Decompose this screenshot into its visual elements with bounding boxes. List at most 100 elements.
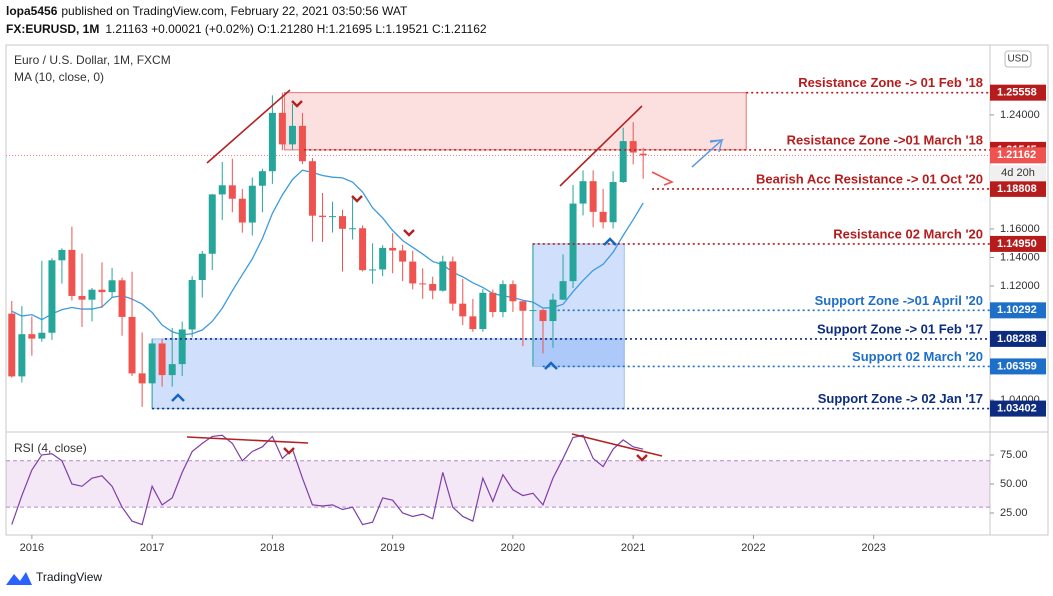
candle-body <box>128 316 136 374</box>
x-tick-label: 2020 <box>501 542 525 554</box>
rsi-y-tick-label: 50.00 <box>1000 478 1028 490</box>
candle-body <box>489 292 497 313</box>
price-label: 1.08288 <box>997 333 1037 345</box>
x-tick-label: 2018 <box>260 542 284 554</box>
candle-body <box>379 247 387 270</box>
candle-body <box>619 141 627 183</box>
last-price-label: 1.21162 <box>997 149 1036 161</box>
plot: 2016 2017 2018 2019 2020 2021 2022 20231.040001… <box>6 75 1046 554</box>
chevron-up <box>544 361 558 370</box>
candle-body <box>509 284 517 302</box>
candle-body <box>198 253 206 280</box>
countdown: 4d 20h <box>1001 167 1035 179</box>
trendlines <box>186 89 674 462</box>
candle-body <box>88 289 96 300</box>
candle-body <box>8 313 16 377</box>
level-annotation: Resistance Zone ->01 March '18 <box>787 132 983 147</box>
trendline <box>186 436 309 444</box>
candle-body <box>389 247 397 251</box>
chevron-down <box>283 447 295 455</box>
candle-body <box>18 334 26 377</box>
candle-body <box>449 261 457 304</box>
candle-body <box>349 228 357 230</box>
price-label-box <box>990 235 1046 252</box>
candle-body <box>28 334 36 339</box>
price-label: 1.06359 <box>997 360 1037 372</box>
price-label: 1.25558 <box>997 87 1037 99</box>
chevron-down <box>636 454 648 462</box>
candle-body <box>539 310 547 322</box>
logo: TradingView <box>6 570 102 585</box>
candle-body <box>188 279 196 330</box>
price-label-box <box>990 330 1046 347</box>
arrow <box>691 139 723 168</box>
price-label: 1.18808 <box>997 183 1037 195</box>
candle-body <box>609 182 617 223</box>
candle-body <box>48 260 56 333</box>
candle-body <box>429 283 437 291</box>
arrow <box>651 171 674 186</box>
candle-body <box>629 141 637 153</box>
candle-body <box>118 280 126 317</box>
chevron-down <box>291 100 303 108</box>
y-tick-label: 1.16000 <box>1000 223 1040 235</box>
candle-body <box>108 280 116 293</box>
trendline <box>571 433 663 457</box>
published: published on TradingView.com, February 2… <box>61 4 408 18</box>
chevron-down <box>403 229 415 237</box>
price-label-box <box>990 302 1046 319</box>
price-label: 1.03402 <box>997 402 1037 414</box>
price-label-box <box>990 84 1046 101</box>
candle-body <box>409 261 417 284</box>
x-tick-label: 2017 <box>140 542 164 554</box>
candle-body <box>569 203 577 282</box>
quote: 1.21163 +0.00021 (+0.02%) O:1.21280 H:1.… <box>105 22 487 36</box>
y-tick-label: 1.12000 <box>1000 280 1040 292</box>
countdown-box <box>990 165 1046 182</box>
trendline <box>559 105 643 187</box>
candle-body <box>369 269 377 271</box>
candle-body <box>439 261 447 291</box>
rsi-line <box>11 434 644 526</box>
x-tick-label: 2023 <box>861 542 885 554</box>
chevron-up <box>603 237 617 246</box>
candle-body <box>499 284 507 313</box>
currency: USD <box>1007 54 1028 65</box>
candle-body <box>308 161 316 216</box>
candle-body <box>148 343 156 384</box>
candle-body <box>329 216 337 218</box>
level-annotation: Bearish Acc Resistance -> 01 Oct '20 <box>756 171 983 186</box>
candle-body <box>639 153 647 156</box>
support-marks <box>171 138 725 402</box>
candle-body <box>278 112 286 145</box>
candle-body <box>419 283 427 285</box>
brand: TradingView <box>36 570 102 584</box>
ma-line <box>11 169 644 336</box>
candle-body <box>38 332 46 339</box>
symbol: FX:EURUSD, 1M <box>6 22 99 36</box>
zone <box>151 338 625 410</box>
candle-body <box>168 364 176 376</box>
y-tick-label: 1.24000 <box>1000 109 1040 121</box>
trendline <box>206 89 291 164</box>
candle-body <box>178 329 186 365</box>
author: lopa5456 <box>6 4 58 18</box>
candle-body <box>459 303 467 317</box>
candle-body <box>338 216 346 229</box>
level-annotation: Support 02 March '20 <box>852 349 983 364</box>
candle-body <box>218 185 226 195</box>
price-label-box <box>990 358 1046 375</box>
price-label: 1.10292 <box>997 304 1037 316</box>
price-label: 1.14950 <box>997 238 1037 250</box>
x-tick-label: 2019 <box>380 542 404 554</box>
candle-body <box>359 228 367 271</box>
rsi-y-tick-label: 75.00 <box>1000 449 1028 461</box>
candle-body <box>68 249 76 296</box>
candle-body <box>469 316 477 330</box>
x-tick-label: 2022 <box>741 542 765 554</box>
y-tick-label: 1.14000 <box>1000 251 1040 263</box>
rsi-legend: RSI (4, close) <box>14 441 87 455</box>
candle-body <box>248 185 256 223</box>
price-label-box <box>990 400 1046 417</box>
candle-body <box>268 112 276 172</box>
